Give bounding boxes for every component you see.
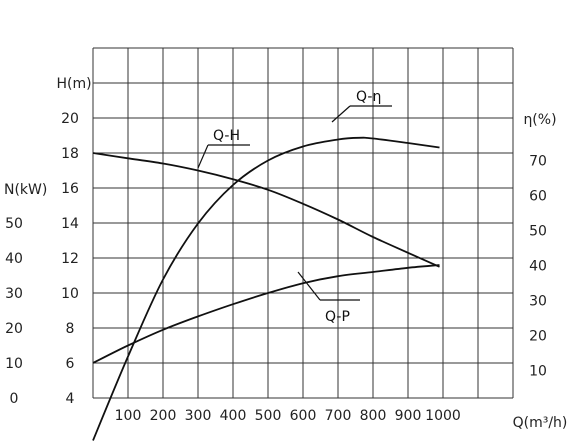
x-tick-label: 700: [325, 408, 352, 424]
h-tick-label: 12: [61, 251, 79, 267]
x-tick-label: 800: [360, 408, 387, 424]
eta-tick-label: 40: [529, 259, 547, 275]
h-tick-label: 20: [61, 111, 79, 127]
curve-label-q-: Q-η: [356, 89, 381, 105]
leader-line-q-p: [297, 271, 321, 301]
h-tick-label: 10: [61, 286, 79, 302]
h-axis-title: H(m): [56, 76, 91, 92]
x-tick-label: 900: [395, 408, 422, 424]
axis-labels: Q-HQ-ηQ-P4681012141618200102030405010203…: [4, 76, 567, 431]
curve-label-q-h: Q-H: [213, 128, 240, 144]
eta-tick-label: 10: [529, 364, 547, 380]
x-tick-label: 1000: [425, 408, 461, 424]
leader-line-q-: [331, 105, 351, 123]
x-tick-label: 400: [220, 408, 247, 424]
n-tick-label: 40: [5, 251, 23, 267]
h-tick-label: 6: [66, 356, 75, 372]
curve-q-h: [92, 152, 440, 268]
x-tick-label: 600: [290, 408, 317, 424]
curve-q-: [92, 136, 440, 441]
eta-tick-label: 20: [529, 329, 547, 345]
n-tick-label: 20: [5, 321, 23, 337]
n-tick-label: 10: [5, 356, 23, 372]
curve-label-leaders: [197, 105, 392, 301]
x-tick-label: 200: [150, 408, 177, 424]
n-axis-title: N(kW): [4, 182, 47, 198]
chart-grid: [92, 47, 514, 399]
h-tick-label: 8: [66, 321, 75, 337]
leader-line-q-h: [197, 144, 209, 169]
eta-tick-label: 60: [529, 189, 547, 205]
h-tick-label: 16: [61, 181, 79, 197]
h-tick-label: 18: [61, 146, 79, 162]
x-tick-label: 300: [185, 408, 212, 424]
performance-curves: [92, 136, 440, 441]
x-tick-label: 500: [255, 408, 282, 424]
eta-axis-title: η(%): [523, 112, 556, 128]
n-tick-label: 50: [5, 216, 23, 232]
x-axis-title: Q(m³/h): [513, 415, 568, 431]
eta-tick-label: 50: [529, 224, 547, 240]
n-tick-label: 0: [10, 391, 19, 407]
h-tick-label: 14: [61, 216, 79, 232]
h-tick-label: 4: [66, 391, 75, 407]
x-tick-label: 100: [115, 408, 142, 424]
curve-label-q-p: Q-P: [325, 309, 350, 325]
eta-tick-label: 70: [529, 154, 547, 170]
curve-q-p: [92, 264, 440, 364]
n-tick-label: 30: [5, 286, 23, 302]
eta-tick-label: 30: [529, 294, 547, 310]
